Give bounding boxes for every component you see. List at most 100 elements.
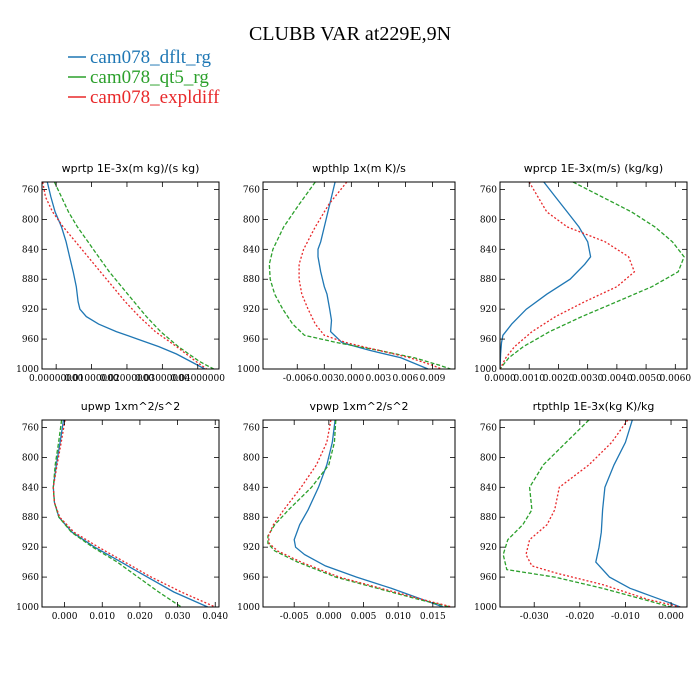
y-tick-label: 1000 (16, 365, 39, 375)
y-tick-label: 760 (22, 185, 39, 195)
plot-frame (262, 419, 456, 608)
series-group (42, 182, 215, 369)
y-tick-label: 960 (480, 335, 497, 345)
panel-2: wpthlp 1x(m K)/s 760 800 840 880 920 960 1000 -0… (237, 162, 456, 384)
y-tick-label: 920 (22, 305, 39, 315)
x-tick-label: -0.006 (283, 374, 312, 384)
y-tick-label: 800 (22, 215, 39, 225)
y-tick-label: 760 (243, 423, 260, 433)
x-tick-label: 0.009 (420, 374, 446, 384)
plot-frame (262, 181, 456, 370)
y-tick-label: 1000 (237, 365, 260, 375)
y-tick-label: 880 (480, 275, 497, 285)
series-line-qt5 (268, 182, 451, 369)
y-tick-label: 840 (22, 483, 39, 493)
y-tick-label: 960 (480, 573, 497, 583)
x-tick-label: 0.003 (365, 374, 391, 384)
x-tick-label: -0.005 (280, 612, 309, 622)
legend-label-qt5: cam078_qt5_rg (90, 67, 209, 88)
series-line-dflt (293, 420, 444, 607)
x-tick-label: 0.0010 (513, 374, 545, 384)
y-tick-label: 960 (22, 573, 39, 583)
y-tick-label: 920 (22, 543, 39, 553)
series-line-expldiff (500, 182, 636, 369)
y-tick-label: 960 (243, 573, 260, 583)
series-line-qt5 (53, 182, 215, 369)
legend-label-dflt: cam078_dflt_rg (90, 47, 212, 68)
panel-title: wpthlp 1x(m K)/s (312, 162, 406, 175)
series-line-dflt (595, 420, 681, 607)
series-line-qt5 (267, 420, 451, 607)
y-tick-label: 880 (22, 513, 39, 523)
series-line-qt5 (502, 420, 672, 607)
panel-title: wprtp 1E-3x(m kg)/(s kg) (62, 162, 200, 175)
y-tick-label: 760 (480, 185, 497, 195)
y-tick-label: 880 (243, 275, 260, 285)
y-tick-label: 960 (22, 335, 39, 345)
legend: cam078_dflt_rg cam078_qt5_rg cam078_expl… (68, 47, 220, 108)
series-line-dflt (52, 420, 208, 607)
y-tick-label: 840 (243, 245, 260, 255)
series-line-expldiff (298, 182, 442, 369)
x-tick-label: 0.01000000 (64, 374, 119, 384)
y-tick-label: 840 (480, 483, 497, 493)
x-tick-label: 0.0000 (484, 374, 516, 384)
x-tick-label: 0.000 (658, 612, 684, 622)
series-line-expldiff (52, 420, 216, 607)
series-line-expldiff (267, 420, 453, 607)
y-tick-label: 880 (243, 513, 260, 523)
x-tick-label: 0.000 (338, 374, 364, 384)
x-tick-label: 0.015 (420, 612, 446, 622)
x-tick-label: -0.030 (520, 612, 549, 622)
y-tick-label: 760 (22, 423, 39, 433)
y-tick-label: 1000 (237, 603, 260, 613)
y-tick-label: 800 (480, 215, 497, 225)
x-tick-label: 0.000 (316, 612, 342, 622)
x-tick-label: 0.0050 (630, 374, 662, 384)
x-tick-label: -0.010 (611, 612, 640, 622)
y-tick-label: 800 (243, 215, 260, 225)
x-tick-label: 0.000 (52, 612, 78, 622)
x-tick-label: 0.020 (127, 612, 153, 622)
y-tick-label: 840 (480, 245, 497, 255)
series-line-dflt (46, 182, 206, 369)
legend-label-expldiff: cam078_expldiff (90, 87, 220, 108)
series-group (502, 420, 681, 607)
y-tick-label: 880 (22, 275, 39, 285)
series-group (500, 182, 685, 369)
x-tick-label: 0.0020 (543, 374, 575, 384)
x-tick-label: 0.005 (351, 612, 377, 622)
series-line-qt5 (52, 420, 182, 607)
y-tick-label: 840 (22, 245, 39, 255)
panel-title: upwp 1xm^2/s^2 (81, 400, 181, 413)
y-tick-label: 840 (243, 483, 260, 493)
figure-title: CLUBB VAR at229E,9N (249, 23, 451, 45)
panel-title: wprcp 1E-3x(m/s) (kg/kg) (524, 162, 663, 175)
panel-3: wprcp 1E-3x(m/s) (kg/kg) 760 800 840 880 920 9… (474, 162, 691, 384)
plot-frame (41, 419, 220, 608)
x-tick-label: 0.04000000 (171, 374, 226, 384)
x-tick-label: 0.030 (165, 612, 191, 622)
x-tick-label: 0.0040 (601, 374, 633, 384)
y-tick-label: 920 (480, 543, 497, 553)
y-tick-label: 760 (243, 185, 260, 195)
series-line-dflt (317, 182, 429, 369)
y-tick-label: 920 (243, 543, 260, 553)
series-line-expldiff (525, 420, 681, 607)
y-tick-label: 1000 (474, 365, 497, 375)
panel-grid: wprtp 1E-3x(m kg)/(s kg) 760 800 840 880 920 9… (16, 162, 691, 622)
series-line-qt5 (500, 182, 685, 369)
y-tick-label: 800 (243, 453, 260, 463)
plot-frame (41, 181, 220, 370)
x-tick-label: 0.010 (89, 612, 115, 622)
y-tick-label: 800 (22, 453, 39, 463)
series-group (52, 420, 216, 607)
y-tick-label: 1000 (16, 603, 39, 613)
y-tick-label: 920 (480, 305, 497, 315)
series-group (267, 420, 453, 607)
panel-5: vpwp 1xm^2/s^2 760 800 840 880 920 960 1000 -0.0… (237, 400, 456, 622)
y-tick-label: 1000 (474, 603, 497, 613)
x-tick-label: 0.010 (385, 612, 411, 622)
panel-title: rtpthlp 1E-3x(kg K)/kg (533, 400, 655, 413)
